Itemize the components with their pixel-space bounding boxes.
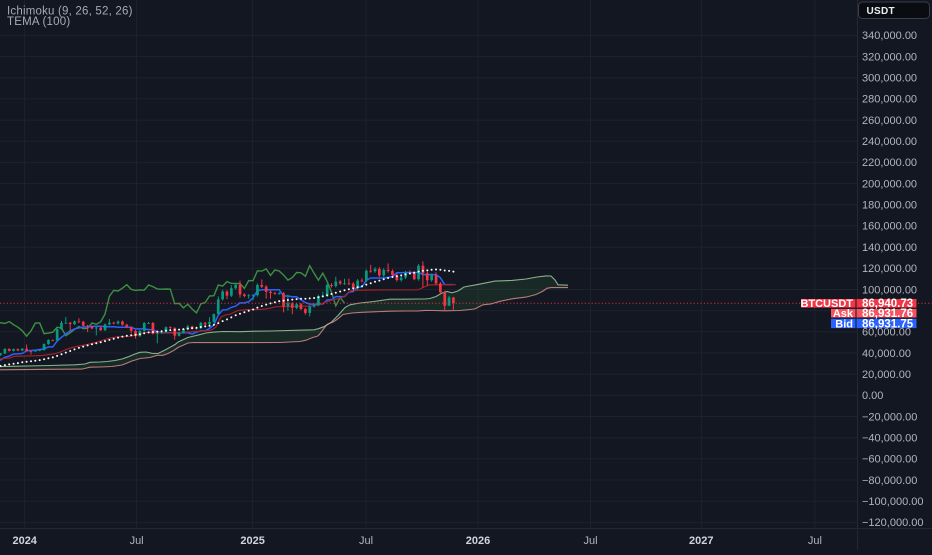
svg-text:0.00: 0.00	[862, 390, 883, 402]
svg-text:BTCUSDT: BTCUSDT	[800, 298, 853, 310]
svg-text:Jul: Jul	[130, 535, 144, 547]
svg-text:−80,000.00: −80,000.00	[862, 475, 917, 487]
svg-text:−40,000.00: −40,000.00	[862, 433, 917, 445]
svg-text:160,000.00: 160,000.00	[862, 221, 917, 233]
svg-text:180,000.00: 180,000.00	[862, 200, 917, 212]
svg-text:20,000.00: 20,000.00	[862, 369, 911, 381]
svg-text:2027: 2027	[689, 535, 713, 547]
svg-text:280,000.00: 280,000.00	[862, 94, 917, 106]
svg-text:320,000.00: 320,000.00	[862, 51, 917, 63]
svg-text:−60,000.00: −60,000.00	[862, 454, 917, 466]
svg-text:Jul: Jul	[808, 535, 822, 547]
svg-text:Ichimoku (9, 26, 52, 26): Ichimoku (9, 26, 52, 26)	[7, 6, 133, 18]
svg-text:−100,000.00: −100,000.00	[862, 496, 923, 508]
svg-text:60,000.00: 60,000.00	[862, 327, 911, 339]
svg-text:40,000.00: 40,000.00	[862, 348, 911, 360]
svg-text:220,000.00: 220,000.00	[862, 157, 917, 169]
svg-text:120,000.00: 120,000.00	[862, 263, 917, 275]
svg-text:2024: 2024	[12, 535, 37, 547]
svg-text:Ask: Ask	[833, 308, 854, 320]
svg-text:Jul: Jul	[359, 535, 373, 547]
svg-text:300,000.00: 300,000.00	[862, 73, 917, 85]
svg-text:260,000.00: 260,000.00	[862, 115, 917, 127]
svg-text:−120,000.00: −120,000.00	[862, 517, 923, 529]
svg-text:Jul: Jul	[583, 535, 597, 547]
svg-text:86,940.73: 86,940.73	[862, 298, 913, 310]
svg-text:200,000.00: 200,000.00	[862, 178, 917, 190]
svg-text:Bid: Bid	[835, 318, 853, 330]
svg-text:2025: 2025	[240, 535, 264, 547]
svg-text:340,000.00: 340,000.00	[862, 30, 917, 42]
svg-text:86,931.76: 86,931.76	[862, 308, 913, 320]
svg-text:240,000.00: 240,000.00	[862, 136, 917, 148]
svg-text:−20,000.00: −20,000.00	[862, 411, 917, 423]
svg-text:USDT: USDT	[867, 6, 895, 17]
svg-text:140,000.00: 140,000.00	[862, 242, 917, 254]
svg-text:2026: 2026	[466, 535, 490, 547]
svg-text:86,931.75: 86,931.75	[862, 318, 914, 330]
svg-text:100,000.00: 100,000.00	[862, 284, 917, 296]
svg-text:TEMA (100): TEMA (100)	[7, 16, 70, 28]
